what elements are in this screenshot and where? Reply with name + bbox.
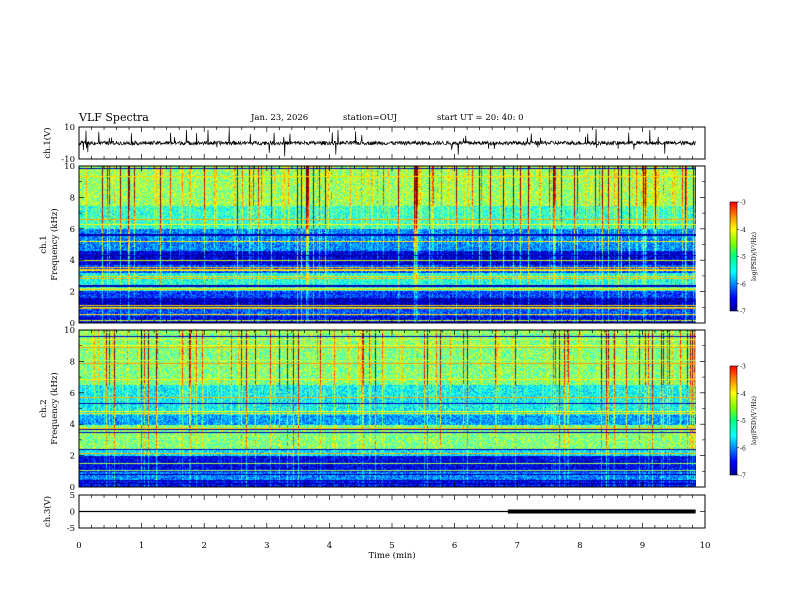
- x-axis-label: Time (min): [368, 550, 415, 561]
- ch2-spec-ylabel-top: ch.2: [39, 399, 49, 417]
- spectrogram-ch1: [79, 166, 696, 323]
- x-tick-label-3: 3: [264, 541, 269, 551]
- x-tick-label-4: 4: [327, 541, 332, 551]
- ch1|0-tick-0: 10: [64, 123, 75, 133]
- sp1|1-tick-3: 6: [70, 225, 75, 235]
- colorbar-ch1-tick-3: -6: [740, 281, 746, 288]
- sp2|2-tick-5: 10: [64, 326, 75, 336]
- ch3|3-tick-1: 0: [70, 508, 75, 518]
- sp2|2-tick-2: 4: [70, 420, 75, 430]
- colorbar-ch2-label: log(PSD)(V²/Hz): [751, 396, 758, 445]
- sp2|2-tick-3: 6: [70, 389, 75, 399]
- sp2|2-tick-1: 2: [70, 452, 75, 462]
- colorbar-ch1-tick-0: -3: [740, 200, 746, 207]
- colorbar-ch1-tick-4: -7: [740, 309, 746, 316]
- x-tick-label-10: 10: [700, 541, 711, 551]
- colorbar-ch1-tick-1: -4: [740, 227, 746, 234]
- colorbar-ch2-tick-0: -3: [740, 364, 746, 371]
- x-tick-label-0: 0: [76, 541, 81, 551]
- colorbar-ch2-tick-1: -4: [740, 391, 746, 398]
- figure-date: Jan. 23, 2026: [251, 113, 309, 123]
- x-tick-label-6: 6: [452, 541, 457, 551]
- sp1|1-tick-2: 4: [70, 256, 75, 266]
- spectrogram-ch2: [79, 330, 696, 487]
- colorbar-ch1-tick-2: -5: [740, 254, 746, 261]
- sp1|1-tick-1: 2: [70, 288, 75, 298]
- figure-station: station=OUJ: [343, 113, 398, 123]
- figure-start-time: start UT = 20: 40: 0: [437, 113, 524, 123]
- ch1|0-tick-1: -10: [61, 155, 75, 165]
- sp2|2-tick-4: 8: [70, 357, 75, 367]
- x-tick-label-2: 2: [201, 541, 206, 551]
- colorbar-ch1-label: log(PSD)(V²/Hz): [751, 232, 758, 281]
- ch2-spec-ylabel: Frequency (kHz): [49, 372, 60, 444]
- ch3|3-tick-2: -5: [67, 524, 75, 534]
- x-tick-label-5: 5: [389, 541, 394, 551]
- ch1-spec-ylabel: Frequency (kHz): [49, 208, 60, 280]
- figure-title: VLF Spectra: [79, 111, 149, 124]
- sp2|2-tick-0: 0: [70, 483, 75, 493]
- colorbar-ch2-tick-3: -6: [740, 445, 746, 452]
- sp1|1-tick-0: 0: [70, 319, 75, 329]
- x-tick-label-8: 8: [577, 541, 582, 551]
- ch1-waveform-trace: [78, 128, 696, 157]
- colorbar-ch1: [729, 201, 738, 312]
- ch1-ylabel: ch.1(V): [42, 127, 53, 158]
- ch3-ylabel: ch.3(V): [42, 496, 53, 527]
- x-tick-label-7: 7: [514, 541, 519, 551]
- sp1|1-tick-4: 8: [70, 193, 75, 203]
- sp1|1-tick-5: 10: [64, 162, 75, 172]
- x-tick-label-9: 9: [640, 541, 645, 551]
- ch3|3-tick-0: 5: [70, 491, 75, 501]
- colorbar-ch2-tick-4: -7: [740, 473, 746, 480]
- colorbar-ch2: [729, 365, 738, 476]
- colorbar-ch2-tick-2: -5: [740, 418, 746, 425]
- x-tick-label-1: 1: [139, 541, 144, 551]
- ch1-spec-ylabel-top: ch.1: [39, 235, 49, 253]
